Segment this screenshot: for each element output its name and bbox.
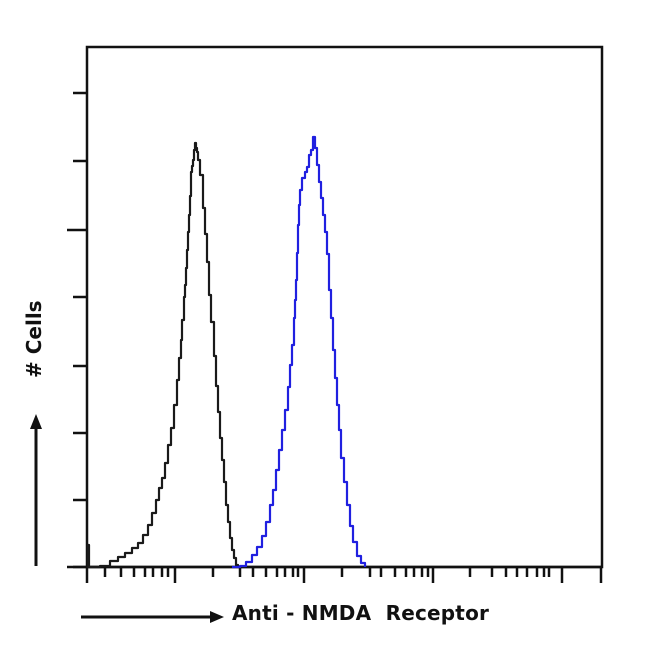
- nmda-receptor-histogram-line: [232, 135, 367, 569]
- x-axis-ticks: [85, 567, 603, 583]
- x-axis-arrow-icon: [81, 611, 224, 623]
- y-axis-arrow-icon: [30, 414, 42, 566]
- y-axis-ticks: [67, 91, 602, 569]
- histogram-series: [86, 135, 367, 569]
- plot-frame: [85, 45, 604, 569]
- x-axis-label: Anti - NMDA Receptor: [232, 601, 490, 625]
- y-axis-label: # Cells: [22, 300, 46, 378]
- control-histogram-line: [86, 141, 240, 569]
